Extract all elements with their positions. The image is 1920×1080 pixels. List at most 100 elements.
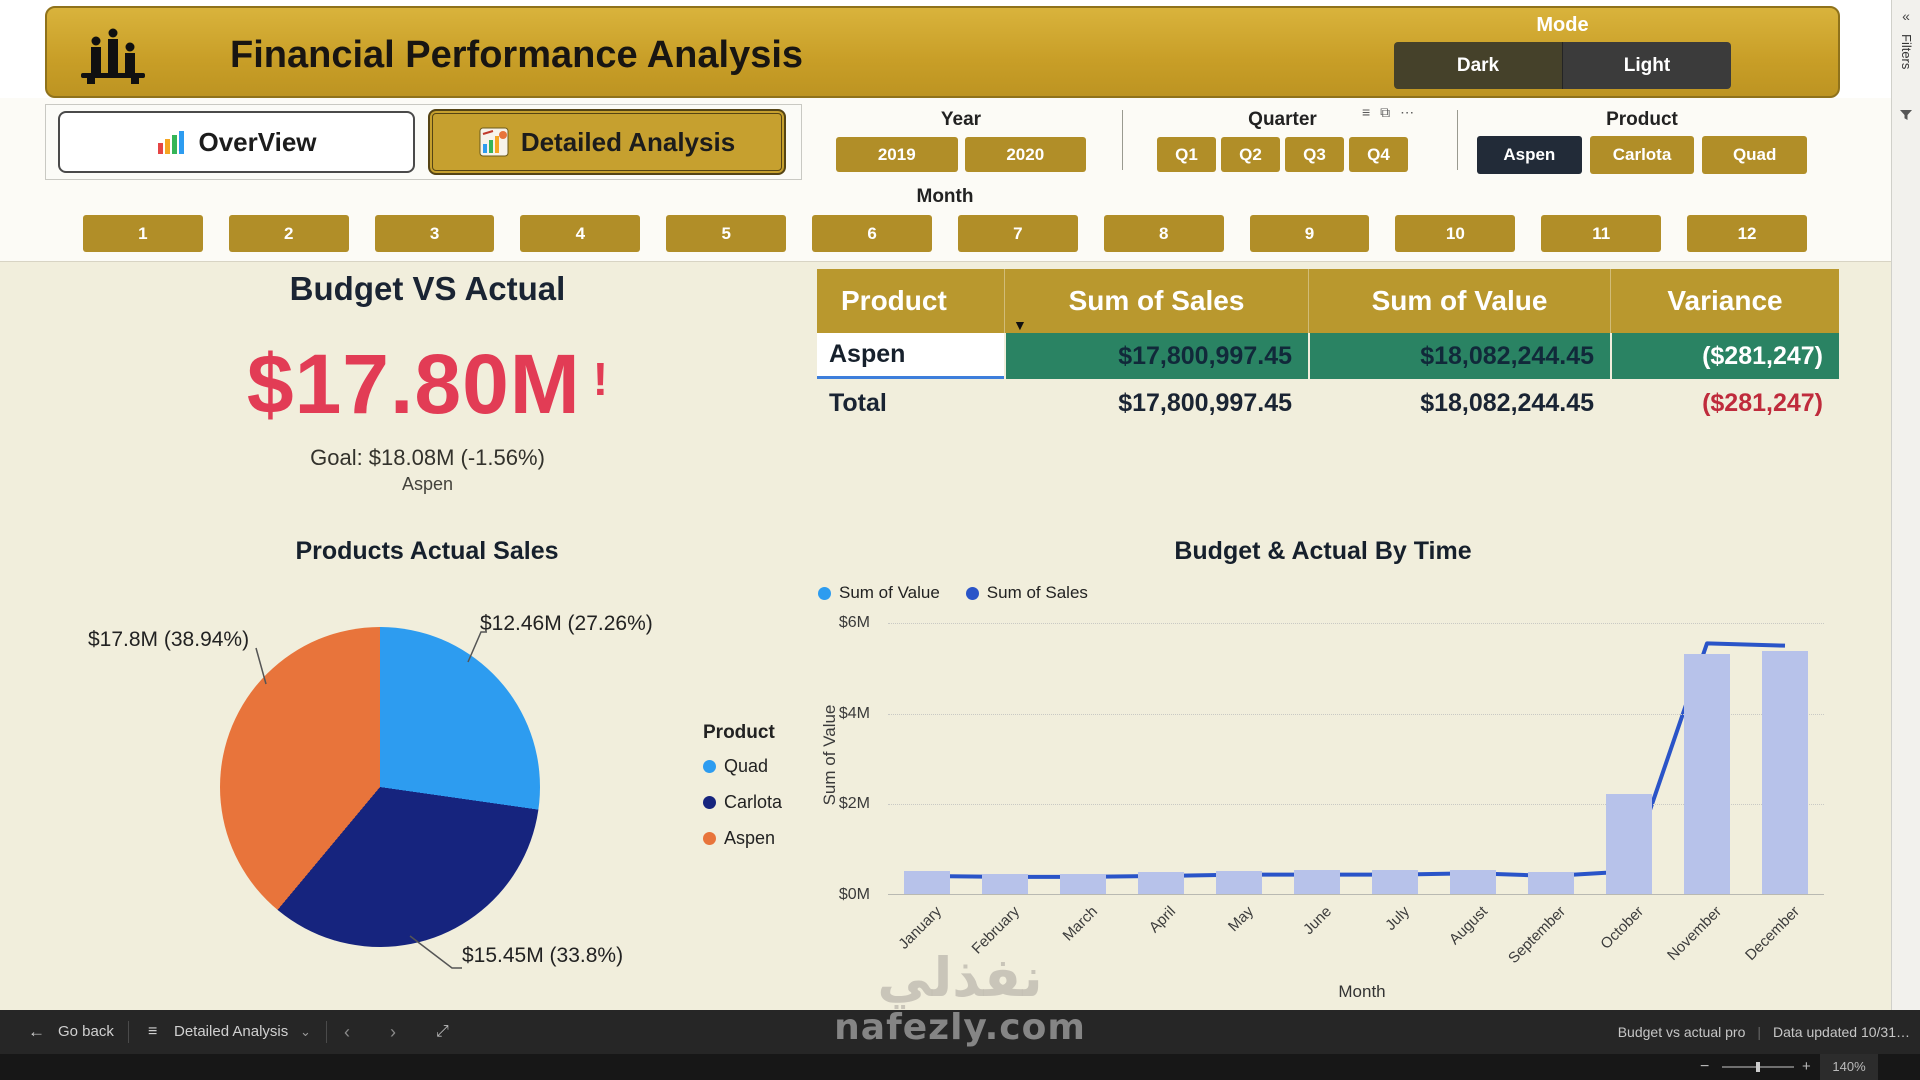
table-header-variance[interactable]: Variance xyxy=(1610,269,1839,333)
next-page-icon[interactable]: › xyxy=(390,1022,396,1042)
legend-label: Sum of Sales xyxy=(986,583,1088,602)
kpi-value: $17.80M xyxy=(246,337,581,431)
pages-menu-icon[interactable]: ≡ xyxy=(148,1023,158,1040)
mode-label: Mode xyxy=(1536,14,1589,36)
quarter-q1-button[interactable]: Q1 xyxy=(1157,137,1216,172)
product-quad-button[interactable]: Quad xyxy=(1702,136,1808,174)
product-slicer: Aspen Carlota Quad xyxy=(1477,136,1808,174)
product-carlota-button[interactable]: Carlota xyxy=(1589,136,1695,174)
pie-legend-title: Product xyxy=(703,722,775,743)
bar-august[interactable] xyxy=(1450,870,1496,894)
bar-september[interactable] xyxy=(1528,872,1574,894)
month-10-button[interactable]: 10 xyxy=(1395,215,1516,252)
year-2019-button[interactable]: 2019 xyxy=(836,137,958,172)
more-options-icon[interactable]: ⋯ xyxy=(1400,104,1415,120)
mode-buttons: Dark Light xyxy=(1394,42,1731,89)
bar-july[interactable] xyxy=(1372,870,1418,894)
pie-legend-item-quad[interactable]: Quad xyxy=(703,756,782,777)
month-slicer: 1 2 3 4 5 6 7 8 9 10 11 12 xyxy=(83,215,1807,252)
legend-label: Carlota xyxy=(724,792,783,812)
mode-dark-button[interactable]: Dark xyxy=(1394,42,1562,89)
table-cell-sum-of-sales[interactable]: $17,800,997.45 xyxy=(1004,333,1308,379)
combo-legend-item-sum-of-value[interactable]: Sum of Value xyxy=(818,583,940,603)
zoom-level[interactable]: 140% xyxy=(1820,1054,1878,1080)
month-11-button[interactable]: 11 xyxy=(1541,215,1662,252)
quarter-q4-button[interactable]: Q4 xyxy=(1349,137,1408,172)
table-header-sum-of-sales[interactable]: Sum of Sales ▼ xyxy=(1004,269,1308,333)
month-6-button[interactable]: 6 xyxy=(812,215,932,252)
bar-february[interactable] xyxy=(982,873,1028,894)
bar-april[interactable] xyxy=(1138,872,1184,894)
combo-legend-item-sum-of-sales[interactable]: Sum of Sales xyxy=(965,583,1088,603)
bar-june[interactable] xyxy=(1294,870,1340,894)
pie-legend: Product Quad Carlota Aspen xyxy=(703,722,782,864)
mode-light-button[interactable]: Light xyxy=(1562,42,1731,89)
report-name[interactable]: Budget vs actual pro xyxy=(1617,1024,1746,1040)
pie-legend-item-carlota[interactable]: Carlota xyxy=(703,792,782,813)
data-updated-text[interactable]: Data updated 10/31… xyxy=(1773,1024,1910,1040)
pie-legend-items: Quad Carlota Aspen xyxy=(703,756,782,849)
bar-october[interactable] xyxy=(1606,794,1652,894)
pie-legend-item-aspen[interactable]: Aspen xyxy=(703,828,782,849)
zoom-slider[interactable] xyxy=(1722,1062,1794,1072)
month-1-button[interactable]: 1 xyxy=(83,215,203,252)
bar-march[interactable] xyxy=(1060,873,1106,894)
table-header-product[interactable]: Product xyxy=(817,269,1004,333)
back-arrow-icon[interactable]: ← xyxy=(28,1022,45,1041)
table-header-sum-of-value[interactable]: Sum of Value xyxy=(1308,269,1610,333)
table-total-sum-of-value: $18,082,244.45 xyxy=(1308,379,1610,425)
bar-december[interactable] xyxy=(1762,651,1808,894)
kpi-title: Budget VS Actual xyxy=(289,270,566,307)
tab-overview[interactable]: OverView xyxy=(58,111,415,173)
month-8-button[interactable]: 8 xyxy=(1103,215,1224,252)
bar-november[interactable] xyxy=(1684,653,1730,894)
month-9-button[interactable]: 9 xyxy=(1249,215,1370,252)
zoom-slider-handle[interactable] xyxy=(1756,1062,1760,1072)
slicer-list-icon[interactable]: ≡ xyxy=(1362,104,1371,120)
month-7-button[interactable]: 7 xyxy=(957,215,1078,252)
gridline xyxy=(888,804,1824,806)
zoom-out-button[interactable]: − xyxy=(1700,1058,1710,1075)
focus-mode-icon[interactable]: ⧉ xyxy=(1380,104,1391,120)
go-back-button[interactable]: Go back xyxy=(58,1023,114,1040)
zoom-in-button[interactable]: + xyxy=(1802,1058,1811,1075)
visual-header-icons: ≡ ⧉ ⋯ xyxy=(1362,104,1414,121)
footer-status: Budget vs actual pro | Data updated 10/3… xyxy=(1618,1010,1910,1054)
pie-label-quad: $12.46M (27.26%) xyxy=(480,612,653,635)
page-title: Financial Performance Analysis xyxy=(230,34,804,76)
detailed-analysis-icon xyxy=(479,127,509,157)
quarter-q2-button[interactable]: Q2 xyxy=(1221,137,1280,172)
products-pie-chart[interactable] xyxy=(220,627,540,947)
fit-to-page-icon[interactable]: ⤢ xyxy=(436,1023,449,1040)
y-tick-label: $0M xyxy=(838,886,870,903)
tab-detailed-analysis[interactable]: Detailed Analysis xyxy=(428,109,786,175)
footer-divider xyxy=(128,1021,129,1043)
page-selector[interactable]: Detailed Analysis xyxy=(174,1023,289,1040)
bar-may[interactable] xyxy=(1216,871,1262,894)
gridline xyxy=(888,713,1824,715)
legend-label: Quad xyxy=(724,756,769,776)
legend-label: Aspen xyxy=(724,828,776,848)
table-cell-product[interactable]: Aspen xyxy=(817,333,1004,379)
bar-january[interactable] xyxy=(904,871,950,894)
product-aspen-button[interactable]: Aspen xyxy=(1477,136,1582,174)
table-cell-variance[interactable]: ($281,247) xyxy=(1610,333,1839,379)
previous-page-icon[interactable]: ‹ xyxy=(344,1022,350,1042)
month-12-button[interactable]: 12 xyxy=(1687,215,1807,252)
combo-x-axis-title: Month xyxy=(1338,982,1386,1001)
collapse-pane-icon[interactable]: « xyxy=(1902,8,1910,24)
month-2-button[interactable]: 2 xyxy=(228,215,349,252)
sort-indicator-icon[interactable]: ▼ xyxy=(1013,317,1027,333)
pie-label-aspen: $17.8M (38.94%) xyxy=(88,628,250,651)
year-2020-button[interactable]: 2020 xyxy=(964,137,1086,172)
table-header-label: Sum of Sales xyxy=(1068,285,1245,316)
table-cell-sum-of-value[interactable]: $18,082,244.45 xyxy=(1308,333,1610,379)
combo-chart-plot: January February March April May June July Augu… xyxy=(888,623,1824,967)
chevron-down-icon[interactable]: ⌄ xyxy=(300,1024,311,1039)
month-3-button[interactable]: 3 xyxy=(374,215,495,252)
table-header-label: Variance xyxy=(1667,285,1783,316)
quarter-q3-button[interactable]: Q3 xyxy=(1285,137,1344,172)
month-5-button[interactable]: 5 xyxy=(666,215,787,252)
month-4-button[interactable]: 4 xyxy=(520,215,641,252)
